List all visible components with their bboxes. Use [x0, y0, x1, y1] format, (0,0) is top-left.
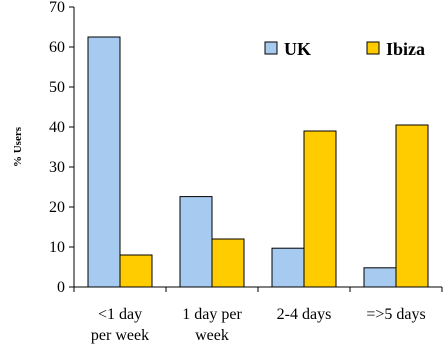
x-axis: <1 day per week 1 day per week 2-4 days =>5 d…	[73, 286, 443, 344]
y-tick-label: 70	[49, 0, 65, 16]
y-axis: 0 10 20 30 40 50 60 70	[49, 0, 75, 296]
x-category-label: 1 day per	[182, 306, 242, 323]
legend-swatch-ibiza	[366, 41, 380, 55]
bar-ibiza-2	[211, 238, 245, 288]
x-category-label: 2-4 days	[277, 306, 332, 323]
y-tick-label: 40	[49, 119, 65, 136]
y-tick-label: 30	[49, 159, 65, 176]
bar-ibiza-4	[395, 124, 429, 288]
y-axis-label: % Users	[12, 126, 24, 167]
x-category-label: per week	[91, 327, 149, 344]
bar-ibiza-1	[119, 254, 153, 288]
x-category-label: <1 day	[98, 306, 142, 323]
x-category-label: week	[195, 327, 229, 344]
bar-ibiza-3	[303, 130, 337, 288]
x-category-label: =>5 days	[366, 306, 425, 323]
legend-label-ibiza: Ibiza	[386, 39, 425, 59]
legend-swatch-uk	[264, 41, 278, 55]
y-tick-label: 50	[49, 79, 65, 96]
y-tick-label: 10	[49, 239, 65, 256]
y-tick-label: 0	[57, 279, 65, 296]
bars	[87, 36, 429, 288]
y-tick-label: 20	[49, 199, 65, 216]
legend-label-uk: UK	[284, 39, 311, 59]
y-tick-label: 60	[49, 39, 65, 56]
bar-uk-3	[271, 247, 305, 288]
bar-uk-1	[87, 36, 121, 288]
legend: UK Ibiza	[264, 39, 425, 59]
bar-uk-4	[363, 267, 397, 288]
bar-uk-2	[179, 196, 213, 288]
